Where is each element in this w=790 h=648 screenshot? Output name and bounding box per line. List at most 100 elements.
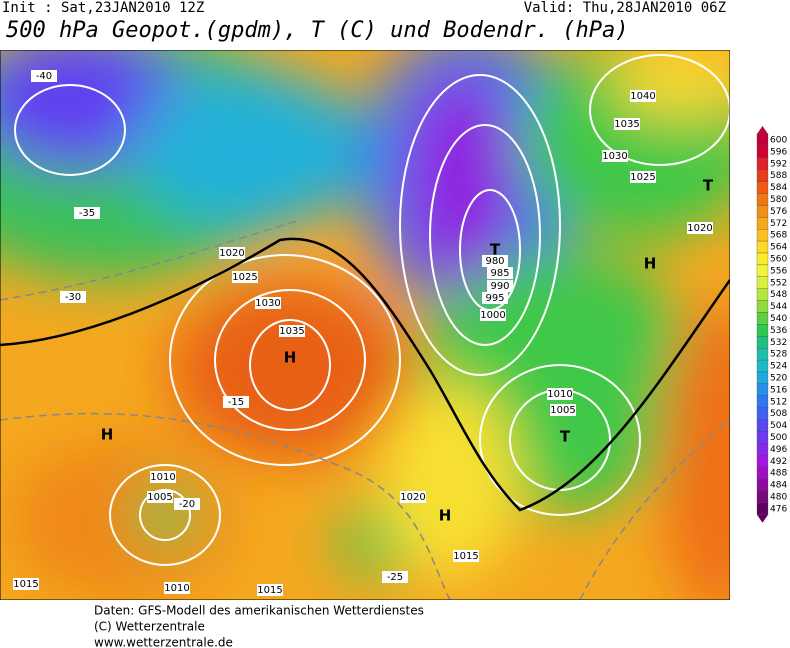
isoline-label: 1015 — [257, 585, 282, 596]
legend-arrow-top — [757, 126, 768, 134]
label-box — [74, 207, 100, 219]
isoline-label: 1015 — [453, 551, 478, 562]
label-box — [482, 292, 508, 304]
legend-swatch — [756, 157, 769, 170]
isoline-label: 1025 — [630, 172, 655, 183]
legend-label: 504 — [770, 421, 787, 431]
legend-label: 580 — [770, 195, 787, 205]
legend-swatch — [756, 359, 769, 373]
legend-label: 540 — [770, 314, 787, 324]
legend-swatch — [756, 205, 769, 218]
map-area — [0, 50, 730, 600]
isoline-label: -30 — [65, 292, 81, 303]
legend-swatch — [756, 502, 769, 515]
label-box — [174, 498, 200, 510]
isoline-label: 985 — [490, 268, 509, 279]
isoline-label: -35 — [79, 208, 95, 219]
isoline-label: -25 — [387, 572, 403, 583]
legend-swatch — [756, 395, 769, 408]
init-time: Init : Sat,23JAN2010 12Z — [2, 0, 204, 16]
legend-label: 564 — [770, 243, 787, 253]
legend-swatch — [756, 181, 769, 194]
isoline-label: 1040 — [630, 91, 655, 102]
legend-swatch — [756, 300, 769, 313]
isoline-label: 1005 — [550, 405, 575, 416]
legend-swatch — [756, 407, 769, 420]
isoline-label: 1005 — [147, 492, 172, 503]
legend-label: 512 — [770, 397, 787, 407]
label-box — [147, 491, 173, 503]
legend-swatch — [756, 240, 769, 254]
legend-swatch — [756, 419, 769, 432]
footer-line: www.wetterzentrale.de — [94, 636, 233, 648]
isoline-label: 990 — [490, 281, 509, 292]
legend-label: 596 — [770, 147, 787, 157]
legend-swatch — [756, 443, 769, 456]
legend-label: 508 — [770, 409, 787, 419]
pressure-center: H — [644, 255, 657, 273]
footer-line: Daten: GFS-Modell des amerikanischen Wet… — [94, 604, 424, 618]
legend-label: 520 — [770, 373, 787, 383]
legend-swatch — [756, 490, 769, 504]
isoline-label: 1035 — [614, 119, 639, 130]
valid-time: Valid: Thu,28JAN2010 06Z — [524, 0, 726, 16]
label-box — [255, 297, 281, 309]
label-box — [614, 118, 640, 130]
legend-label: 560 — [770, 254, 787, 264]
legend-label: 516 — [770, 385, 787, 395]
label-box — [13, 578, 39, 590]
isoline-label: 1020 — [687, 223, 712, 234]
legend-swatch — [756, 169, 769, 182]
legend-swatch — [756, 478, 769, 492]
label-box — [232, 271, 258, 283]
footer-line: (C) Wetterzentrale — [94, 620, 205, 634]
isoline-label: 1010 — [547, 389, 572, 400]
legend-label: 588 — [770, 171, 787, 181]
legend-label: 500 — [770, 433, 787, 443]
label-box — [164, 582, 190, 594]
legend-label: 532 — [770, 338, 787, 348]
pressure-center: T — [703, 177, 714, 195]
label-box — [687, 222, 713, 234]
legend-label: 584 — [770, 183, 787, 193]
label-box — [31, 70, 57, 82]
legend-swatch — [756, 145, 769, 158]
label-box — [487, 280, 513, 292]
legend-label: 524 — [770, 362, 787, 372]
label-box — [630, 90, 656, 102]
legend-label: 536 — [770, 326, 787, 336]
legend-swatch — [756, 193, 769, 206]
isoline-label: 1020 — [219, 248, 244, 259]
legend-swatch — [756, 288, 769, 301]
legend-label: 488 — [770, 469, 787, 479]
legend-swatch — [756, 264, 769, 277]
legend-label: 528 — [770, 350, 787, 360]
isoline-label: 1010 — [150, 472, 175, 483]
legend-label: 556 — [770, 266, 787, 276]
legend-label: 572 — [770, 219, 787, 229]
legend-label: 496 — [770, 445, 787, 455]
isoline-label: 1020 — [400, 492, 425, 503]
isoline-label: 980 — [485, 256, 504, 267]
isoline-label: -20 — [179, 499, 195, 510]
label-box — [602, 150, 628, 162]
label-box — [223, 396, 249, 408]
legend-swatch — [756, 217, 769, 230]
isoline-label: 1015 — [13, 579, 38, 590]
pressure-center: H — [101, 426, 114, 444]
label-box — [630, 171, 656, 183]
legend-label: 492 — [770, 457, 787, 467]
legend-swatch — [756, 276, 769, 289]
label-box — [480, 309, 506, 321]
pressure-center: T — [490, 241, 501, 259]
pressure-center: H — [439, 507, 452, 525]
legend-swatch — [756, 336, 769, 349]
legend-label: 552 — [770, 278, 787, 288]
legend-label: 476 — [770, 504, 787, 514]
temperature-lines — [0, 219, 730, 600]
label-box — [150, 471, 176, 483]
pressure-center: H — [284, 349, 297, 367]
legend-label: 480 — [770, 492, 787, 502]
